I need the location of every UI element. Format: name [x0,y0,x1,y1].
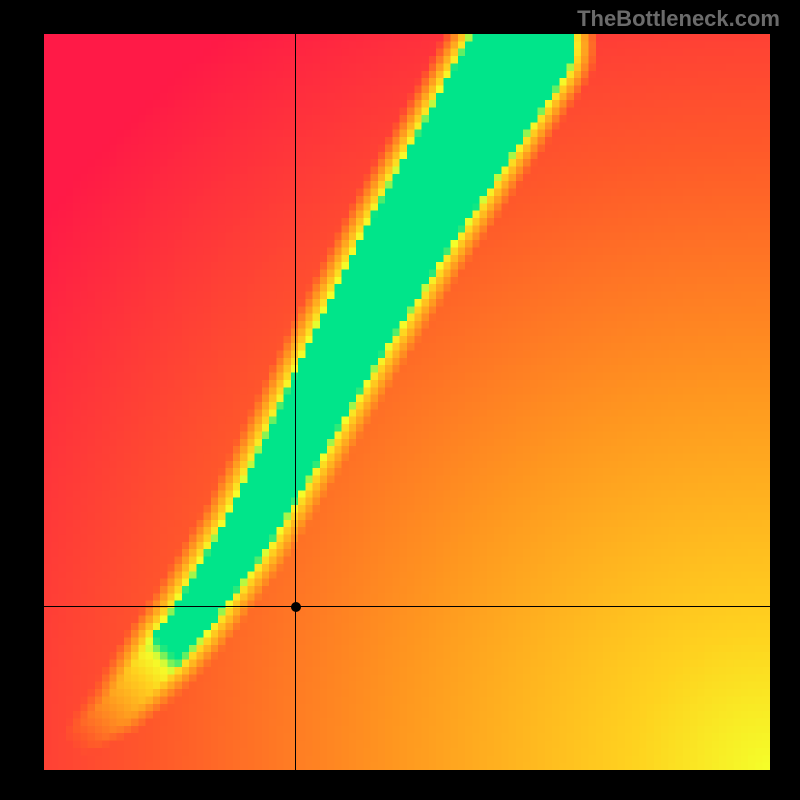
crosshair-vertical [295,34,296,770]
bottleneck-heatmap [44,34,770,770]
watermark-text: TheBottleneck.com [577,6,780,32]
crosshair-horizontal [44,606,770,607]
chart-container: TheBottleneck.com [0,0,800,800]
crosshair-marker [291,602,301,612]
